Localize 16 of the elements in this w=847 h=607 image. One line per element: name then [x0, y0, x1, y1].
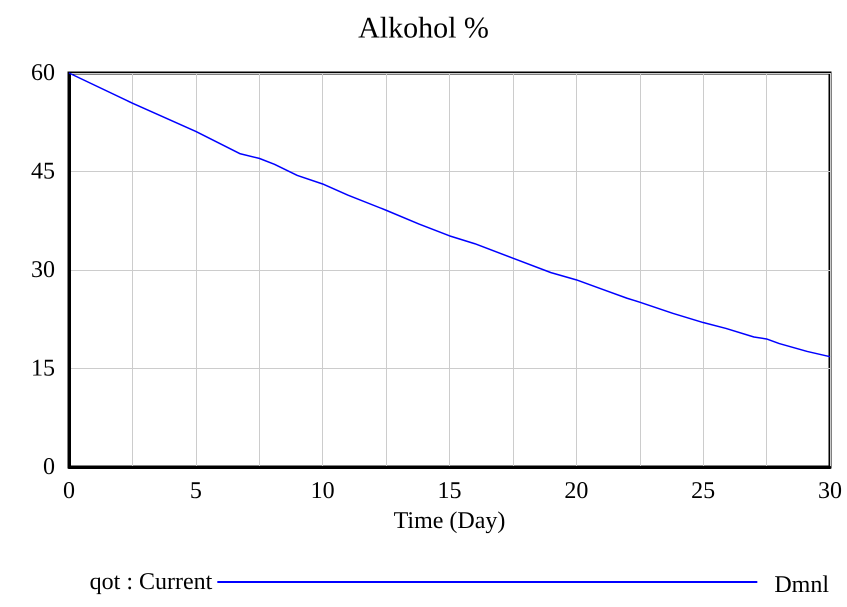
y-tick-label: 60 [31, 60, 55, 86]
text: qot : Current [90, 569, 213, 595]
y-tick-label: 15 [31, 356, 55, 382]
text: Dmnl [774, 572, 830, 598]
y-tick-label: 30 [31, 257, 55, 283]
x-tick-label: 10 [310, 478, 335, 504]
chart-title: Alkohol % [358, 12, 489, 44]
x-tick-label: 0 [63, 478, 75, 504]
x-tick-label: 25 [691, 478, 716, 504]
x-tick-label: 30 [818, 478, 842, 504]
y-tick-label: 45 [31, 158, 55, 184]
x-tick-label: 5 [190, 478, 202, 504]
y-tick-label: 0 [43, 454, 55, 480]
x-axis-title: Time (Day) [394, 508, 506, 534]
x-tick-label: 20 [564, 478, 588, 504]
x-tick-label: 15 [438, 478, 462, 504]
